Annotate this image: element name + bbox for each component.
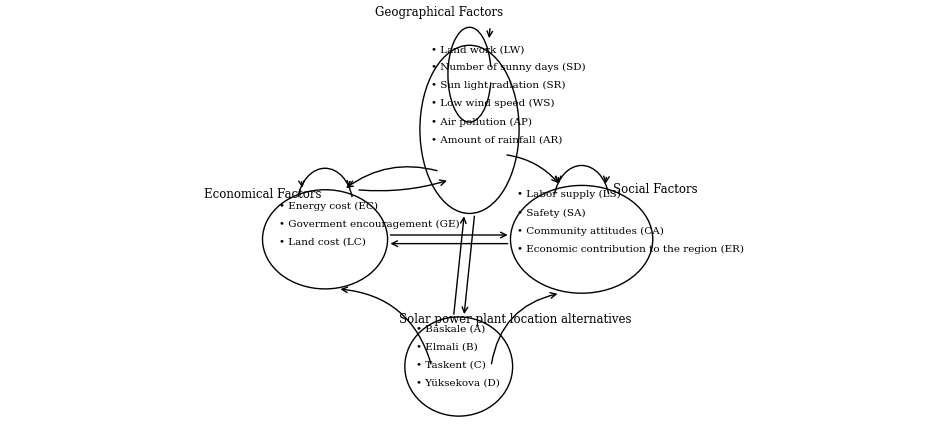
Text: • Taskent (C): • Taskent (C) xyxy=(416,360,485,369)
Text: • Yüksekova (D): • Yüksekova (D) xyxy=(416,378,500,388)
Text: • Air pollution (AP): • Air pollution (AP) xyxy=(431,118,531,127)
Text: • Energy cost (EC): • Energy cost (EC) xyxy=(279,202,377,211)
Text: • Baskale (A): • Baskale (A) xyxy=(416,324,485,333)
Text: • Land cost (LC): • Land cost (LC) xyxy=(279,238,366,247)
Text: Social Factors: Social Factors xyxy=(612,183,698,196)
Text: • Sun light radiation (SR): • Sun light radiation (SR) xyxy=(431,81,565,91)
Text: • Low wind speed (WS): • Low wind speed (WS) xyxy=(431,99,554,108)
Text: • Community attitudes (CA): • Community attitudes (CA) xyxy=(517,226,664,236)
Text: • Amount of rainfall (AR): • Amount of rainfall (AR) xyxy=(431,135,562,145)
Text: Solar power plant location alternatives: Solar power plant location alternatives xyxy=(398,313,631,325)
Text: • Land work (LW): • Land work (LW) xyxy=(431,45,524,54)
Text: • Economic contribution to the region (ER): • Economic contribution to the region (E… xyxy=(517,245,744,254)
Text: • Elmali (B): • Elmali (B) xyxy=(416,342,477,351)
Text: • Goverment encouragement (GE): • Goverment encouragement (GE) xyxy=(279,220,459,229)
Text: Economical Factors: Economical Factors xyxy=(204,187,321,201)
Text: • Safety (SA): • Safety (SA) xyxy=(517,208,586,218)
Text: • Number of sunny days (SD): • Number of sunny days (SD) xyxy=(431,63,585,72)
Text: • Labor supply (LS): • Labor supply (LS) xyxy=(517,190,621,199)
Text: Geographical Factors: Geographical Factors xyxy=(376,6,503,20)
